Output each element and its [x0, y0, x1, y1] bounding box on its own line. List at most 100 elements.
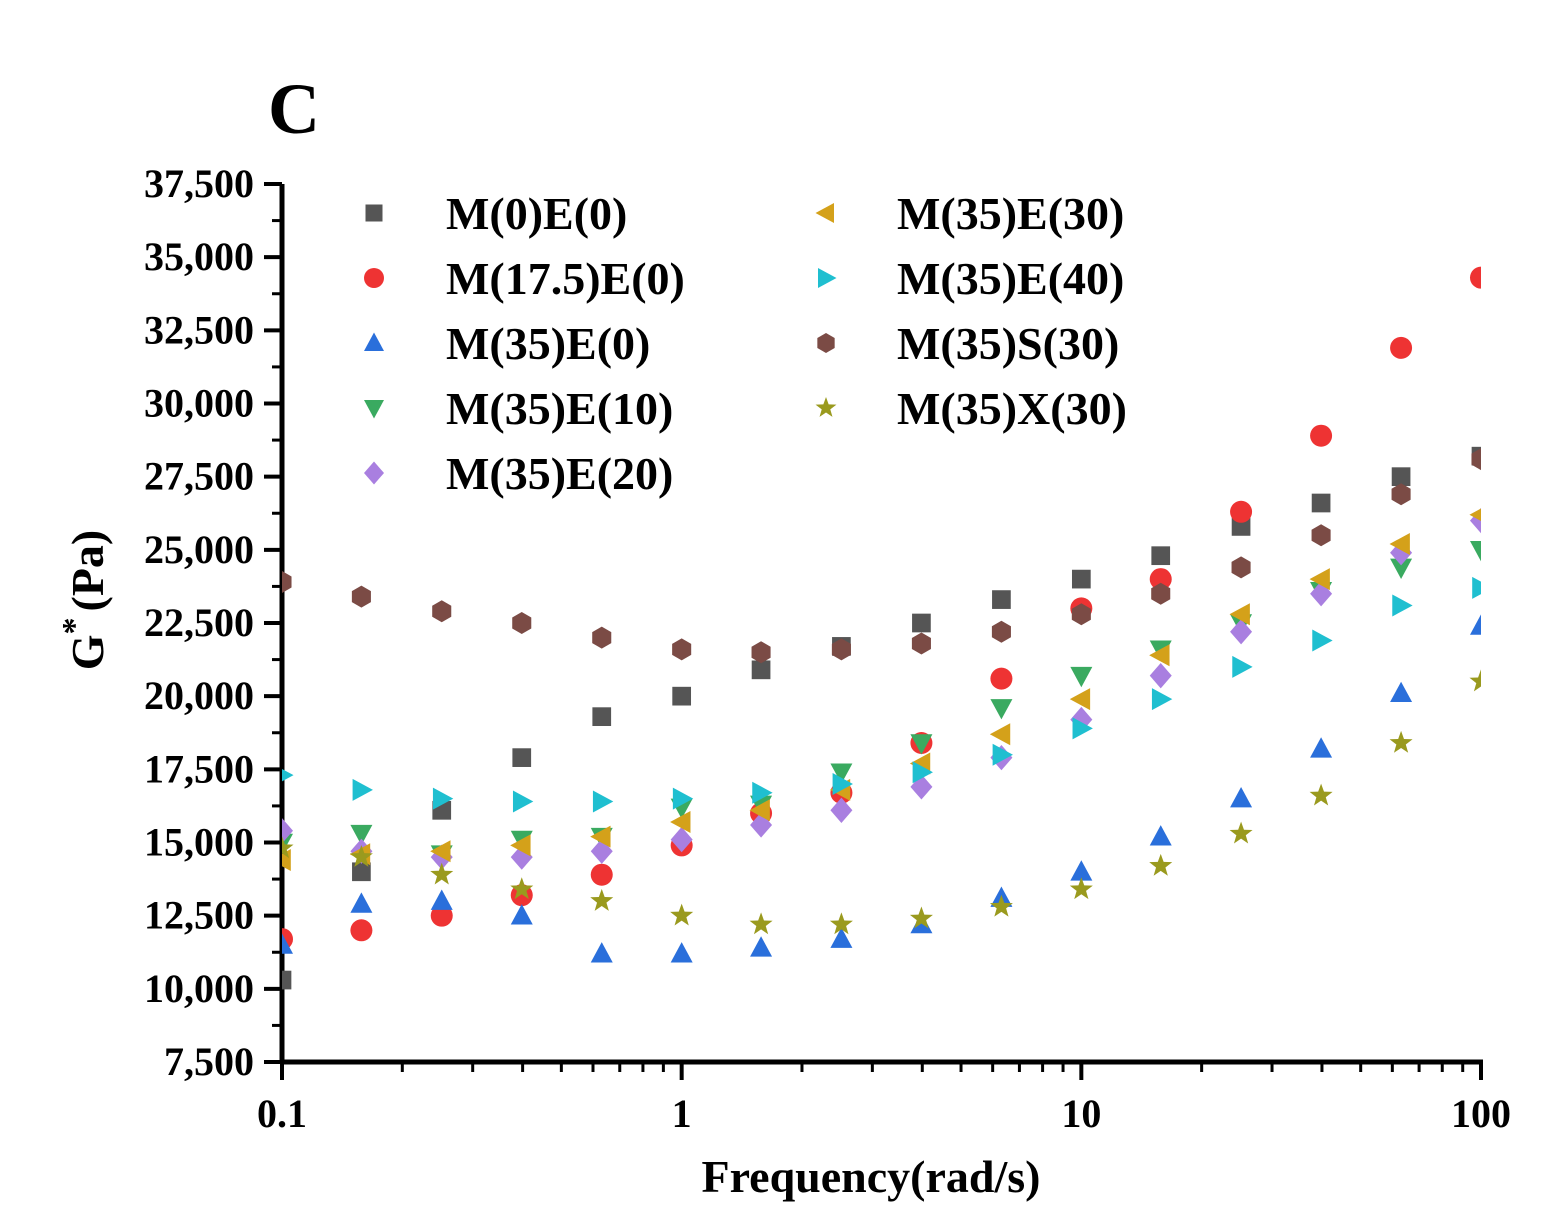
legend: M(0)E(0) M(17.5)E(0) M(35)E(0) M(35)E(10) M(… [364, 188, 1127, 499]
data-point [672, 686, 692, 706]
data-point [912, 613, 931, 633]
legend-marker [364, 332, 384, 351]
data-point [672, 638, 692, 661]
data-point [432, 600, 452, 623]
legend-item: M(35)E(10) [364, 383, 673, 434]
data-marks [282, 266, 1481, 990]
data-point [832, 772, 853, 795]
legend-label: M(35)S(30) [897, 318, 1119, 369]
data-point [1312, 629, 1333, 652]
data-point [749, 799, 770, 822]
legend-marker [364, 400, 384, 419]
legend-label: M(35)E(30) [897, 188, 1124, 239]
legend-label: M(17.5)E(0) [446, 253, 685, 304]
data-point [590, 888, 614, 911]
y-tick-label: 22,500 [144, 600, 254, 645]
data-point [1149, 568, 1172, 591]
data-point [751, 660, 771, 680]
data-point [1149, 853, 1173, 876]
series-M(35)X(30) [282, 669, 1481, 935]
x-tick-label: 10 [1061, 1091, 1101, 1136]
data-point [1472, 576, 1481, 599]
data-point [1231, 556, 1251, 579]
data-point [1471, 448, 1481, 471]
data-point [672, 787, 694, 810]
data-point [990, 699, 1013, 720]
data-point [430, 840, 451, 863]
legend-item: M(0)E(0) [365, 188, 627, 239]
data-point [592, 790, 614, 813]
data-point [590, 863, 613, 886]
x-tick-label: 0.1 [257, 1091, 307, 1136]
data-point [512, 748, 532, 767]
data-point [351, 585, 371, 608]
data-point [910, 734, 933, 755]
y-axis-title: G* (Pa) [56, 530, 113, 671]
y-tick-label: 35,000 [144, 234, 254, 279]
data-point [510, 904, 533, 925]
legend-item: M(35)S(30) [817, 318, 1119, 369]
y-tick-label: 25,000 [144, 527, 254, 572]
data-point [1470, 614, 1481, 635]
data-point [1391, 483, 1411, 506]
y-tick-label: 37,500 [144, 161, 254, 206]
data-point [990, 667, 1013, 690]
data-point [989, 723, 1011, 746]
data-point [1070, 666, 1093, 688]
axes: 7,500 10,000 12,500 15,000 17,500 20,000 22,50… [144, 161, 1511, 1136]
data-point [831, 638, 851, 661]
legend-marker [815, 397, 837, 417]
y-tick-label: 20,000 [144, 673, 254, 718]
data-point [350, 892, 373, 913]
y-tick-label: 27,500 [144, 454, 254, 499]
y-tick-label: 32,500 [144, 307, 254, 352]
series-M(0)E(0) [282, 446, 1481, 990]
data-point [1310, 737, 1333, 758]
data-point [590, 825, 611, 848]
series-M(35)E(20) [282, 507, 1481, 870]
data-point [751, 641, 771, 664]
data-point [1229, 603, 1250, 626]
series-M(35)S(30) [282, 448, 1481, 664]
y-tick-label: 17,500 [144, 746, 254, 791]
data-point [989, 894, 1013, 917]
data-point [670, 826, 693, 853]
legend-label: M(35)E(0) [446, 318, 650, 369]
series-M(35)E(0) [282, 614, 1481, 963]
data-point [1311, 524, 1331, 547]
data-point [1149, 663, 1172, 689]
data-point [1149, 644, 1170, 667]
legend-marker [364, 461, 384, 485]
x-tick-label: 1 [672, 1091, 692, 1136]
data-point [1069, 688, 1091, 711]
data-point [1391, 467, 1411, 487]
panel-label: C [268, 69, 320, 149]
data-point [1389, 730, 1413, 753]
data-point [1309, 568, 1330, 591]
svg-text:G*(Pa): G* (Pa) [56, 530, 113, 671]
legend-item: M(35)E(30) [815, 188, 1124, 239]
legend-item: M(35)E(40) [818, 253, 1124, 304]
data-point [510, 834, 531, 857]
y-tick-label: 7,500 [164, 1039, 254, 1084]
data-point [282, 970, 292, 990]
data-point [1230, 500, 1253, 523]
data-point [752, 781, 773, 804]
legend-marker [364, 268, 384, 288]
data-point [1069, 877, 1093, 900]
data-point [1149, 825, 1172, 846]
legend-label: M(35)E(20) [446, 448, 673, 499]
data-point [512, 612, 532, 634]
data-point [830, 763, 853, 784]
data-point [1071, 569, 1091, 589]
data-point [749, 912, 773, 935]
data-point [432, 787, 454, 810]
data-point [909, 906, 933, 929]
data-point [992, 743, 1013, 766]
x-axis-title: Frequency(rad/s) [701, 1151, 1040, 1202]
data-point [1311, 493, 1331, 513]
data-point [1390, 336, 1413, 359]
data-point [991, 620, 1011, 643]
data-point [1072, 717, 1093, 740]
